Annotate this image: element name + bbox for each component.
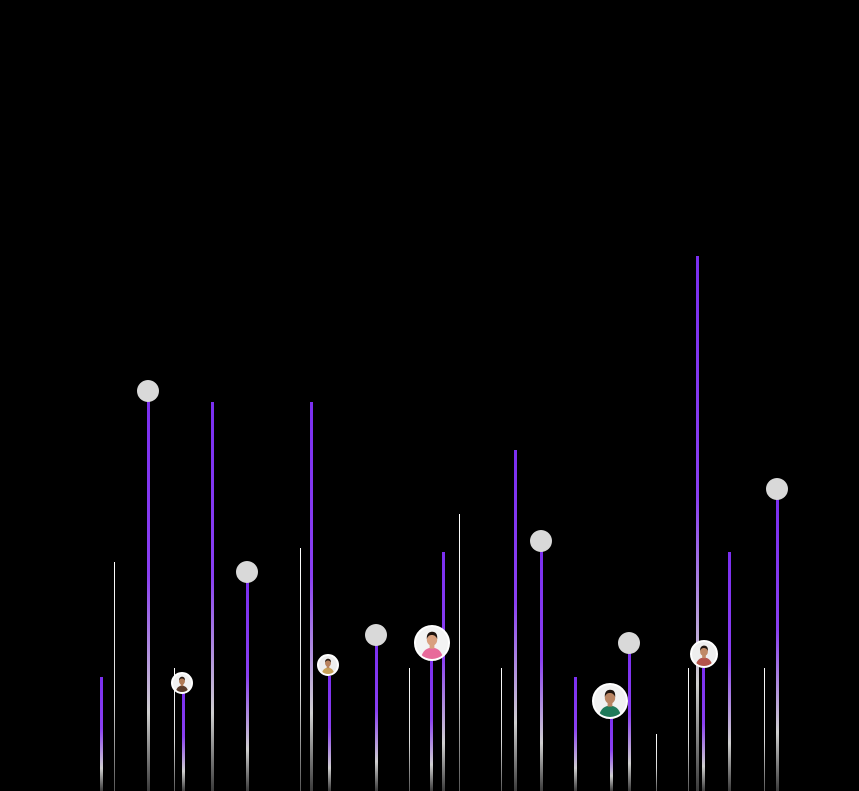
- white-line: [688, 668, 689, 791]
- purple-line: [211, 402, 214, 791]
- avatar-person-3: [414, 625, 450, 661]
- white-line: [300, 548, 301, 791]
- purple-line: [430, 660, 433, 791]
- purple-line: [514, 450, 517, 791]
- person-icon: [692, 642, 716, 666]
- purple-line: [628, 653, 631, 791]
- grey-dot: [137, 380, 159, 402]
- white-line: [459, 514, 460, 791]
- purple-line: [728, 552, 731, 791]
- avatar-person-1: [171, 672, 193, 694]
- person-icon: [319, 656, 337, 674]
- purple-line: [540, 551, 543, 791]
- person-icon: [416, 627, 448, 659]
- person-icon: [594, 685, 626, 717]
- purple-line: [776, 498, 779, 791]
- avatar-person-2: [317, 654, 339, 676]
- white-line: [764, 668, 765, 791]
- avatar-person-4: [592, 683, 628, 719]
- purple-line: [610, 716, 613, 791]
- purple-line: [310, 402, 313, 791]
- purple-line: [702, 668, 705, 791]
- avatar-person-5: [690, 640, 718, 668]
- purple-line: [147, 398, 150, 791]
- purple-line: [442, 552, 445, 791]
- grey-dot: [766, 478, 788, 500]
- purple-line: [696, 256, 699, 791]
- purple-line: [182, 692, 185, 791]
- grey-dot: [530, 530, 552, 552]
- grey-dot: [365, 624, 387, 646]
- white-line: [656, 734, 657, 791]
- white-line: [409, 668, 410, 791]
- white-line: [174, 668, 175, 791]
- white-line: [501, 668, 502, 791]
- person-icon: [173, 674, 191, 692]
- purple-line: [100, 677, 103, 791]
- purple-line: [328, 676, 331, 791]
- grey-dot: [236, 561, 258, 583]
- purple-line: [574, 677, 577, 791]
- purple-line: [375, 645, 378, 791]
- purple-line: [246, 582, 249, 791]
- white-line: [114, 562, 115, 791]
- grey-dot: [618, 632, 640, 654]
